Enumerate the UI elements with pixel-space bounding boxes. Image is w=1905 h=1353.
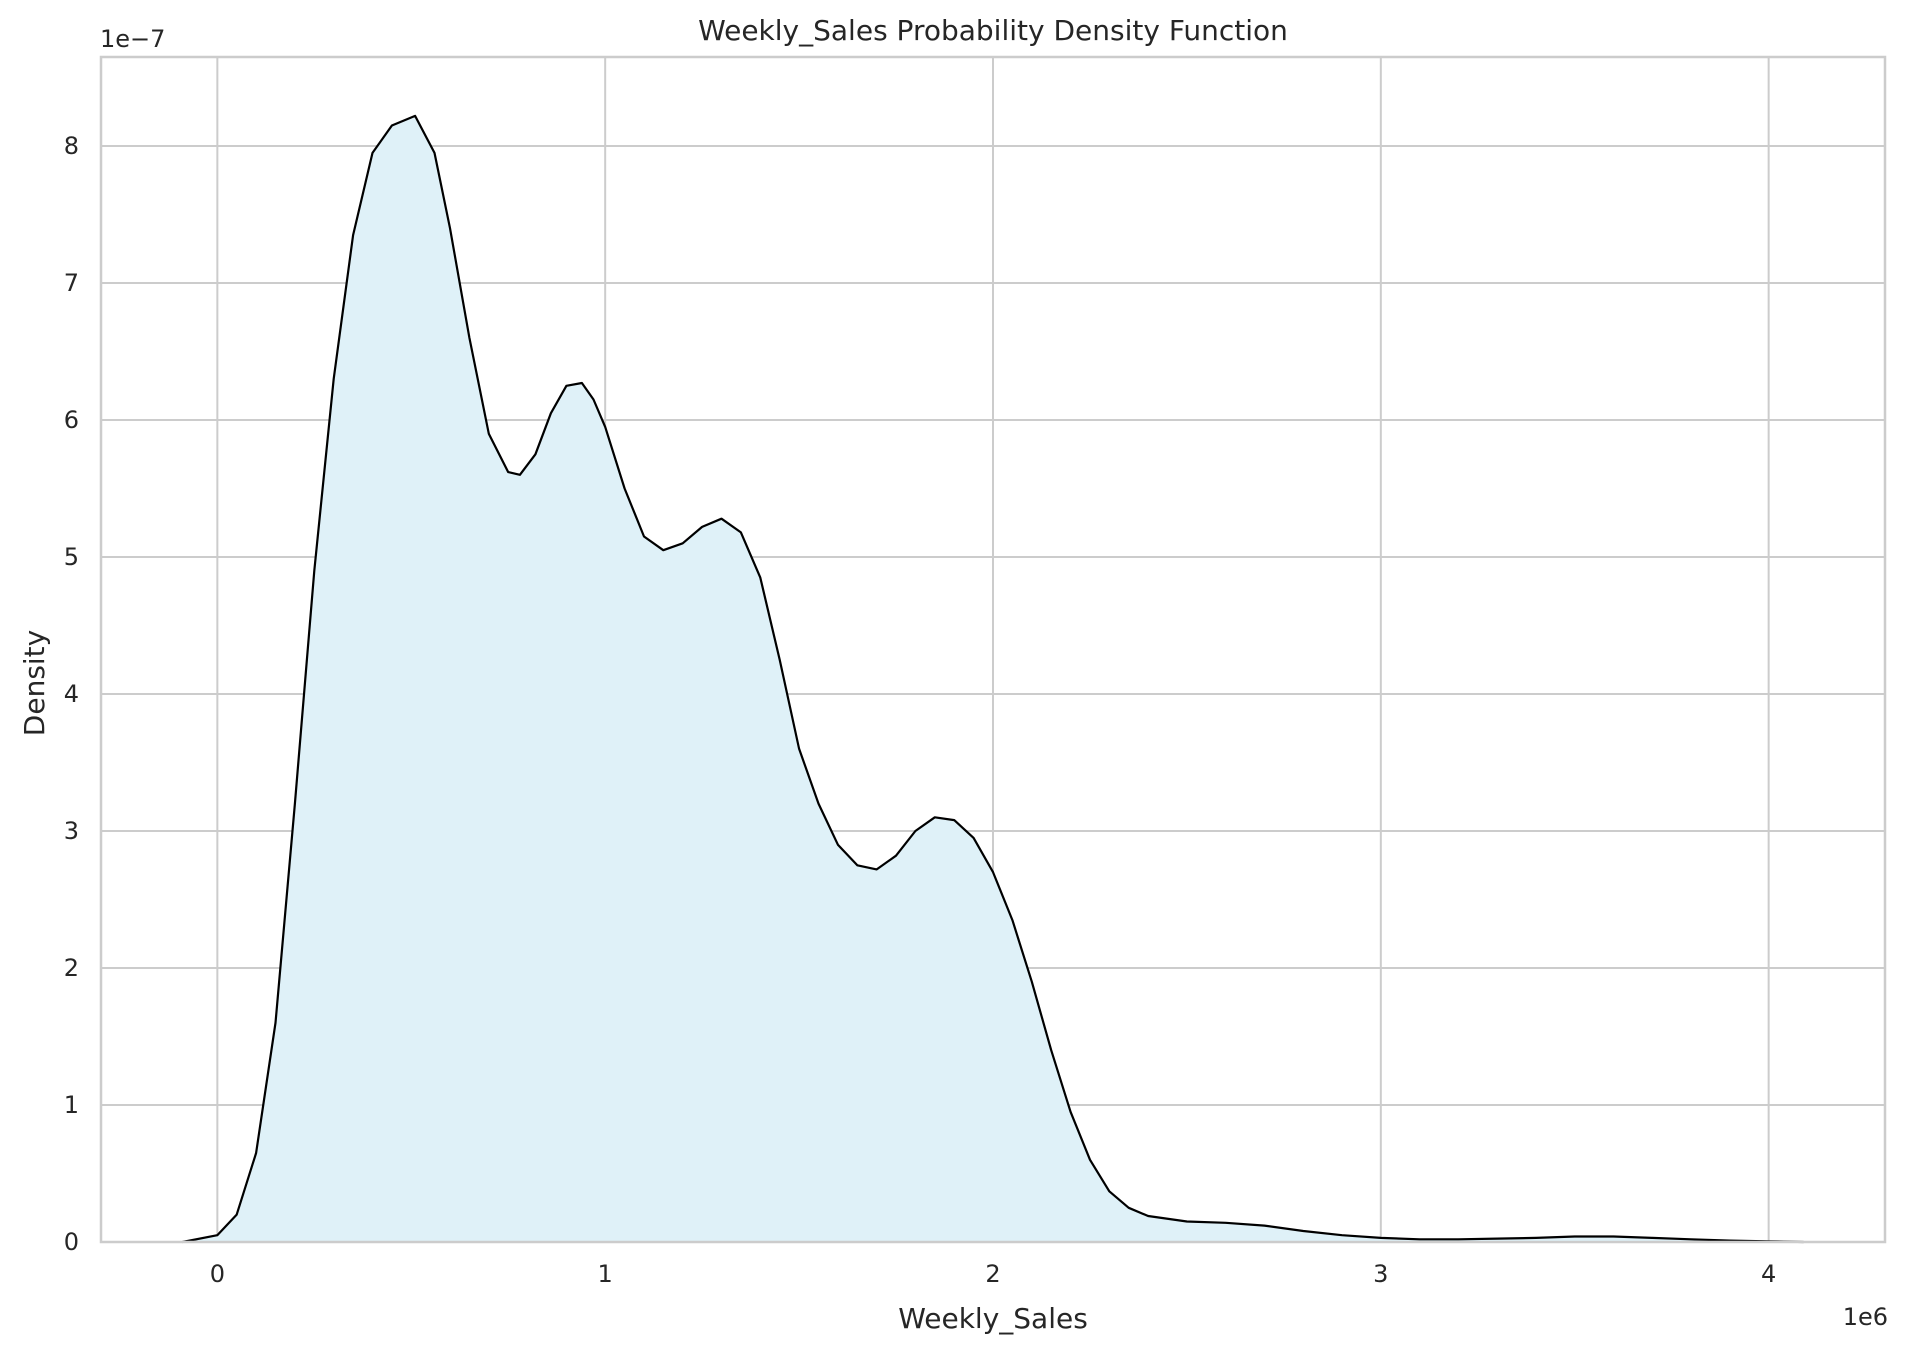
density-area xyxy=(182,114,1804,1244)
tick-labels: 0 1 2 3 4 0 1 2 3 4 5 6 7 8 xyxy=(64,132,1777,1288)
axes-frame xyxy=(99,55,1887,1244)
x-tick-label: 0 xyxy=(210,1260,225,1288)
y-offset-label: 1e−7 xyxy=(100,25,165,53)
chart-title: Weekly_Sales Probability Density Functio… xyxy=(698,14,1288,47)
x-tick-label: 4 xyxy=(1761,1260,1776,1288)
y-axis-label: Density xyxy=(18,630,51,736)
y-tick-label: 0 xyxy=(64,1228,79,1256)
y-tick-label: 4 xyxy=(64,680,79,708)
density-fill xyxy=(182,115,1804,1242)
y-tick-label: 8 xyxy=(64,132,79,160)
density-line xyxy=(182,114,1804,1244)
x-axis-label: Weekly_Sales xyxy=(898,1302,1088,1335)
y-tick-label: 7 xyxy=(64,269,79,297)
y-tick-label: 5 xyxy=(64,543,79,571)
y-tick-label: 3 xyxy=(64,817,79,845)
x-offset-label: 1e6 xyxy=(1843,1303,1888,1331)
x-tick-label: 1 xyxy=(598,1260,613,1288)
plot-frame xyxy=(99,55,1887,1244)
x-tick-label: 2 xyxy=(985,1260,1000,1288)
y-tick-label: 6 xyxy=(64,406,79,434)
x-tick-label: 3 xyxy=(1373,1260,1388,1288)
y-tick-label: 2 xyxy=(64,954,79,982)
y-tick-label: 1 xyxy=(64,1091,79,1119)
